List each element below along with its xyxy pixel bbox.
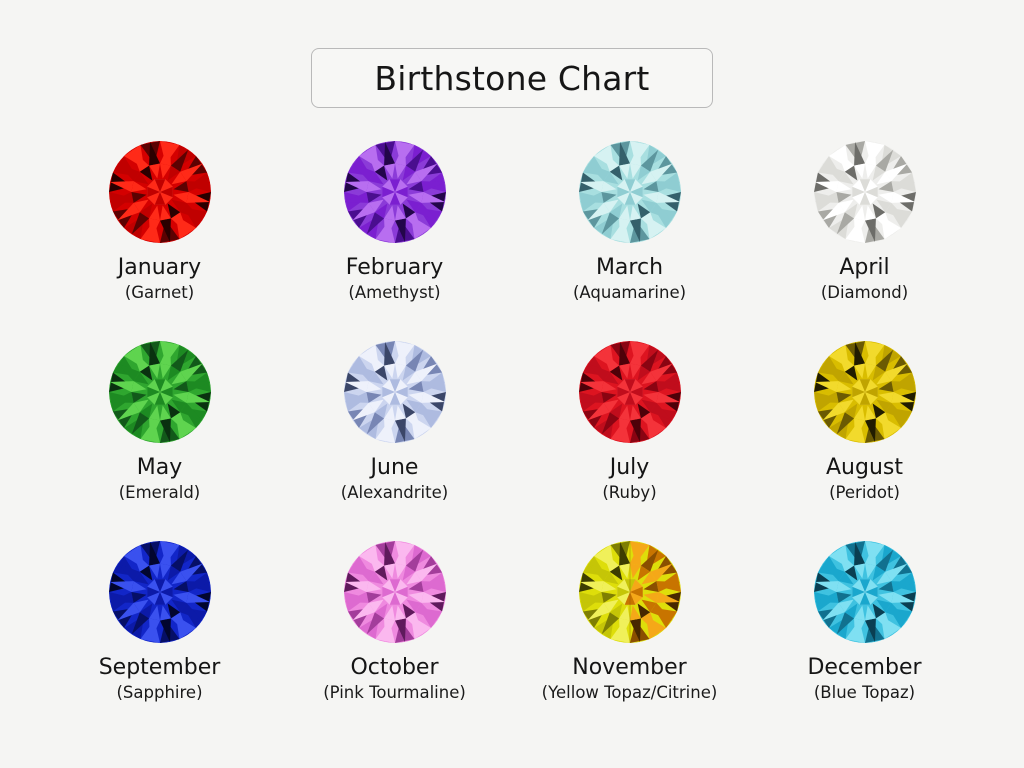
stone-name-label: (Alexandrite) — [340, 483, 449, 502]
gemstone-image[interactable] — [343, 140, 447, 244]
gemstone-image[interactable] — [108, 140, 212, 244]
month-label: July — [609, 455, 650, 480]
gemstone-icon — [343, 341, 446, 443]
month-label: November — [572, 655, 687, 680]
birthstone-cell[interactable]: December (Blue Topaz) — [747, 540, 982, 740]
gemstone-icon — [343, 541, 446, 643]
gemstone-icon — [813, 341, 916, 443]
gemstone-image[interactable] — [813, 540, 917, 644]
chart-title-box: Birthstone Chart — [311, 48, 713, 108]
birthstone-cell[interactable]: July (Ruby) — [512, 340, 747, 540]
birthstone-cell[interactable]: February (Amethyst) — [277, 140, 512, 340]
stone-name-label: (Peridot) — [829, 483, 900, 502]
gemstone-image[interactable] — [813, 340, 917, 444]
page-title: Birthstone Chart — [374, 58, 650, 98]
stone-name-label: (Ruby) — [602, 483, 657, 502]
gemstone-image[interactable] — [343, 540, 447, 644]
month-label: October — [350, 655, 439, 680]
month-label: March — [595, 255, 664, 280]
gemstone-icon — [578, 341, 681, 443]
birthstone-cell[interactable]: November (Yellow Topaz/Citrine) — [512, 540, 747, 740]
month-label: February — [345, 255, 444, 280]
birthstone-cell[interactable]: January (Garnet) — [42, 140, 277, 340]
birthstone-cell[interactable]: June (Alexandrite) — [277, 340, 512, 540]
stone-name-label: (Aquamarine) — [572, 283, 687, 302]
gemstone-icon — [108, 341, 211, 443]
gemstone-image[interactable] — [108, 340, 212, 444]
birthstone-cell[interactable]: March (Aquamarine) — [512, 140, 747, 340]
birthstone-cell[interactable]: September (Sapphire) — [42, 540, 277, 740]
month-label: September — [98, 655, 221, 680]
month-label: August — [826, 455, 903, 480]
gemstone-image[interactable] — [578, 540, 682, 644]
month-label: December — [807, 655, 922, 680]
gemstone-image[interactable] — [578, 340, 682, 444]
gemstone-icon — [578, 541, 681, 643]
stone-name-label: (Amethyst) — [348, 283, 441, 302]
stone-name-label: (Diamond) — [820, 283, 909, 302]
birthstone-cell[interactable]: August (Peridot) — [747, 340, 982, 540]
month-label: June — [370, 455, 419, 480]
birthstone-grid: January (Garnet) February (Amethyst) March (A… — [42, 140, 982, 740]
stone-name-label: (Yellow Topaz/Citrine) — [541, 683, 718, 702]
gemstone-image[interactable] — [813, 140, 917, 244]
month-label: May — [136, 455, 183, 480]
month-label: April — [839, 255, 890, 280]
stone-name-label: (Pink Tourmaline) — [323, 683, 466, 702]
gemstone-icon — [813, 541, 916, 643]
stone-name-label: (Emerald) — [118, 483, 201, 502]
gemstone-icon — [578, 141, 681, 243]
birthstone-cell[interactable]: May (Emerald) — [42, 340, 277, 540]
gemstone-icon — [343, 141, 446, 243]
stone-name-label: (Blue Topaz) — [813, 683, 916, 702]
gemstone-image[interactable] — [343, 340, 447, 444]
month-label: January — [117, 255, 202, 280]
gemstone-image[interactable] — [108, 540, 212, 644]
gemstone-icon — [813, 141, 916, 243]
gemstone-image[interactable] — [578, 140, 682, 244]
birthstone-cell[interactable]: October (Pink Tourmaline) — [277, 540, 512, 740]
stone-name-label: (Garnet) — [124, 283, 195, 302]
stone-name-label: (Sapphire) — [116, 683, 203, 702]
gemstone-icon — [108, 541, 211, 643]
gemstone-icon — [108, 141, 211, 243]
birthstone-cell[interactable]: April (Diamond) — [747, 140, 982, 340]
